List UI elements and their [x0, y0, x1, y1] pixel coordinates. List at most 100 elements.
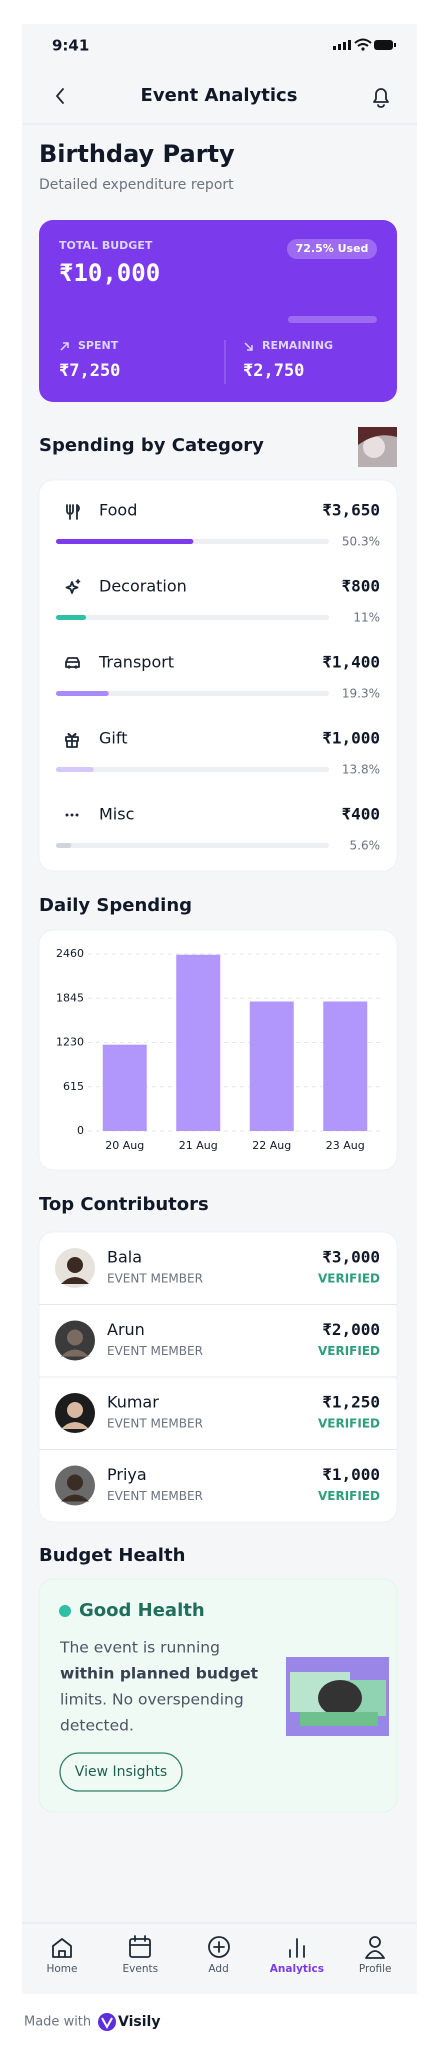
avatar-face: [67, 1329, 83, 1346]
spent-icon: [60, 342, 69, 351]
budget-amount: ₹10,000: [59, 259, 160, 287]
nav-label[interactable]: Profile: [359, 1963, 392, 1975]
x-tick-label: 22 Aug: [252, 1139, 291, 1152]
avatar-face: [67, 1474, 83, 1491]
verified-status: VERIFIED: [318, 1489, 380, 1503]
health-status: Good Health: [79, 1600, 205, 1621]
health-card: [38, 1578, 398, 1813]
share-track: [56, 691, 329, 696]
brand-logo-mark: [101, 2017, 113, 2030]
status-icons: [333, 38, 396, 51]
view-insights-button[interactable]: [59, 1752, 183, 1792]
contributor-role: EVENT MEMBER: [107, 1272, 203, 1286]
share-label: 13.8%: [342, 763, 380, 777]
bar: [176, 954, 221, 1131]
share-bar: [56, 843, 72, 848]
bar: [102, 1044, 147, 1131]
bar: [323, 1001, 368, 1131]
y-tick-label: 1845: [56, 991, 84, 1004]
header-title: Event Analytics: [141, 85, 298, 106]
category-amount: ₹3,650: [322, 501, 380, 520]
nav-label[interactable]: Analytics: [270, 1963, 324, 1975]
nav-icons: [52, 1935, 385, 1959]
category-name: Food: [99, 501, 137, 520]
category-thumbnail: [358, 427, 397, 467]
event-name: Birthday Party: [39, 140, 235, 168]
x-tick-label: 23 Aug: [326, 1139, 365, 1152]
nav-label[interactable]: Home: [46, 1963, 77, 1975]
contributor-amount: ₹3,000: [322, 1248, 380, 1267]
section-title: Top Contributors: [39, 1194, 209, 1215]
avatar-face: [67, 1402, 83, 1418]
section-title: Spending by Category: [39, 435, 264, 456]
usage-badge-bg: [287, 239, 377, 259]
category-name: Gift: [99, 729, 127, 748]
share-label: 50.3%: [342, 535, 380, 549]
health-message: within planned budget: [60, 1665, 259, 1683]
health-message: detected.: [60, 1717, 134, 1735]
avatar-body: [61, 1277, 89, 1284]
contributor-role: EVENT MEMBER: [107, 1489, 203, 1503]
share-track: [56, 615, 329, 620]
contributor-name: Priya: [107, 1465, 147, 1484]
y-tick-label: 615: [63, 1080, 84, 1093]
category-amount: ₹800: [341, 577, 380, 596]
y-tick-label: 2460: [56, 947, 84, 960]
category-name: Decoration: [99, 577, 187, 596]
avatar-body: [61, 1422, 89, 1429]
chart-title: Daily Spending: [39, 895, 192, 916]
category-name: Misc: [99, 805, 134, 824]
category-amount: ₹1,000: [322, 729, 380, 748]
footer-text: Made with: [24, 2015, 91, 2030]
remaining-amount: ₹2,750: [243, 361, 304, 381]
category-amount: ₹400: [341, 805, 380, 824]
nav-label[interactable]: Add: [208, 1963, 228, 1975]
verified-status: VERIFIED: [318, 1272, 380, 1286]
notification-button[interactable]: [373, 88, 389, 108]
share-label: 5.6%: [350, 839, 381, 853]
y-tick-label: 0: [77, 1124, 84, 1137]
contributor-name: Kumar: [107, 1393, 159, 1412]
share-bar: [56, 691, 109, 696]
health-message: The event is running: [59, 1639, 220, 1657]
bottom-nav: [22, 1923, 417, 1994]
contributor-amount: ₹1,000: [322, 1465, 380, 1484]
avatar-face: [67, 1257, 83, 1273]
category-card: [38, 479, 398, 872]
budget-card-bg: [39, 220, 397, 402]
contributor-name: Bala: [107, 1248, 142, 1267]
share-track: [56, 843, 329, 848]
nav-label[interactable]: Events: [123, 1963, 159, 1975]
share-label: 19.3%: [342, 687, 380, 701]
spent-label: SPENT: [78, 339, 119, 352]
share-track: [56, 767, 329, 772]
share-bar: [56, 539, 194, 544]
back-button[interactable]: [56, 88, 64, 104]
avatar-body: [61, 1349, 89, 1357]
y-tick-label: 1230: [56, 1036, 84, 1049]
budget-label: TOTAL BUDGET: [59, 239, 153, 252]
avatar-body: [61, 1494, 89, 1502]
contributor-role: EVENT MEMBER: [107, 1417, 203, 1431]
section-title: Budget Health: [39, 1545, 185, 1566]
remaining-icon: [244, 342, 253, 351]
category-amount: ₹1,400: [322, 653, 380, 672]
button-label: View Insights: [75, 1764, 167, 1780]
share-bar: [56, 767, 94, 772]
health-illustration: [286, 1657, 389, 1736]
remaining-label: REMAINING: [262, 339, 333, 352]
health-message: limits. No overspending: [60, 1691, 244, 1709]
status-time: 9:41: [52, 37, 89, 55]
contributor-amount: ₹1,250: [322, 1393, 380, 1412]
verified-status: VERIFIED: [318, 1344, 380, 1358]
spent-amount: ₹7,250: [59, 361, 120, 381]
usage-badge: 72.5% Used: [296, 242, 369, 255]
category-icons: [65, 504, 81, 817]
budget-card: TOTAL BUDGET ₹10,000 72.5% Used SPENT ₹7…: [39, 220, 397, 402]
category-name: Transport: [98, 653, 174, 672]
x-tick-label: 20 Aug: [105, 1139, 144, 1152]
contributor-name: Arun: [107, 1320, 145, 1339]
brand-logo: [98, 2013, 116, 2031]
footer-brand: Visily: [118, 2014, 160, 2030]
